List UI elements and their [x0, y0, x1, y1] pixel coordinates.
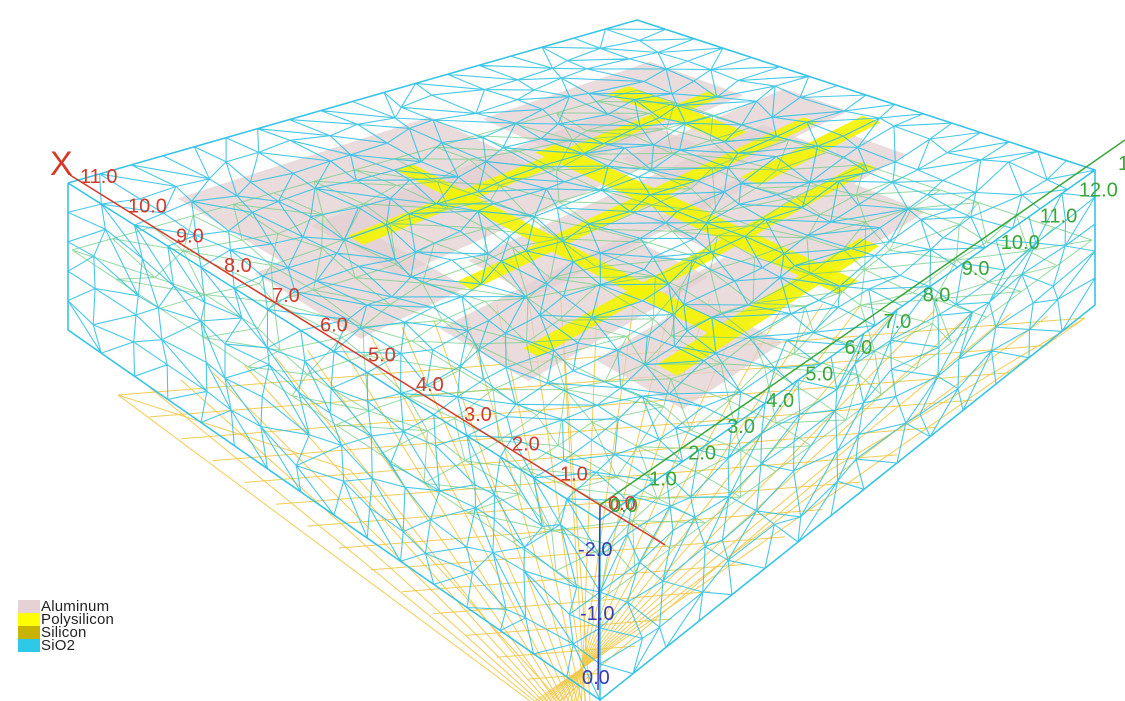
- x-tick-label: 1.0: [560, 463, 588, 485]
- z-tick-label: -2.0: [578, 539, 612, 561]
- legend-item: Silicon: [18, 624, 114, 641]
- x-axis-tick-labels: 11.0 10.0 9.0 8.0 7.0 6.0 5.0 4.0 3.0 2.0 1.0 0.0: [80, 166, 636, 515]
- legend-swatch: [18, 600, 40, 613]
- x-tick-label: 7.0: [272, 285, 300, 307]
- x-tick-label: 9.0: [176, 226, 204, 248]
- legend-item: Aluminum: [18, 598, 114, 615]
- x-tick-label: 4.0: [416, 374, 444, 396]
- material-legend: Aluminum Polysilicon Silicon SiO2: [18, 598, 115, 654]
- x-tick-label: 10.0: [128, 196, 167, 218]
- x-axis-line: [69, 174, 601, 506]
- silicon-substrate-mesh: [117, 289, 1086, 701]
- legend-label: Aluminum: [41, 598, 110, 615]
- material-regions: [177, 61, 926, 410]
- legend-label: Polysilicon: [41, 611, 115, 628]
- y-tick-label: 6.0: [845, 337, 873, 359]
- y-tick-label: 2.0: [688, 442, 716, 464]
- y-axis-line: [599, 139, 1125, 506]
- y-tick-label: 12.0: [1079, 179, 1118, 201]
- z-axis-line: [597, 504, 601, 691]
- y-tick-label: 8.0: [923, 285, 951, 307]
- y-tick-label: 1.0: [649, 469, 677, 491]
- x-tick-label: 8.0: [224, 255, 252, 277]
- y-tick-label: 11.0: [1040, 206, 1077, 228]
- x-axis-extension: [599, 504, 666, 546]
- y-tick-label: 10.0: [1001, 232, 1040, 254]
- y-tick-label: 4.0: [766, 390, 794, 412]
- y-tick-label: 5.0: [805, 364, 833, 386]
- z-tick-label: -1.0: [580, 603, 614, 625]
- legend-swatch: [18, 626, 40, 639]
- x-tick-label: 5.0: [368, 344, 396, 366]
- z-tick-label: 0.0: [582, 667, 610, 689]
- legend-label: SiO2: [41, 637, 76, 654]
- legend-swatch: [18, 613, 40, 626]
- x-tick-label: 0.0: [608, 493, 636, 515]
- y-axis-tick-labels: 0.0 1.0 2.0 3.0 4.0 5.0 6.0 7.0 8.0 9.0 10.011.012…: [610, 153, 1125, 517]
- x-tick-label: 11.0: [80, 166, 117, 188]
- x-axis-title: X: [50, 145, 73, 183]
- coordinate-axes: X 11.010.09.08.07.06.05.04.03.02.01.00.0…: [50, 139, 1125, 691]
- y-tick-label: 7.0: [884, 311, 912, 333]
- x-tick-label: 6.0: [320, 315, 348, 337]
- legend-swatch: [18, 639, 40, 652]
- legend-item: SiO2: [18, 637, 114, 654]
- y-tick-label: 0.0: [610, 495, 638, 517]
- legend-item: Polysilicon: [18, 611, 115, 628]
- x-tick-label: 2.0: [512, 434, 540, 456]
- y-tick-label: 13.0: [1118, 153, 1125, 175]
- x-tick-label: 3.0: [464, 404, 492, 426]
- y-tick-label: 3.0: [727, 416, 755, 438]
- legend-label: Silicon: [41, 624, 87, 641]
- z-axis-tick-labels: -2.0 -1.0 0.0: [578, 539, 614, 689]
- y-tick-label: 9.0: [962, 258, 990, 280]
